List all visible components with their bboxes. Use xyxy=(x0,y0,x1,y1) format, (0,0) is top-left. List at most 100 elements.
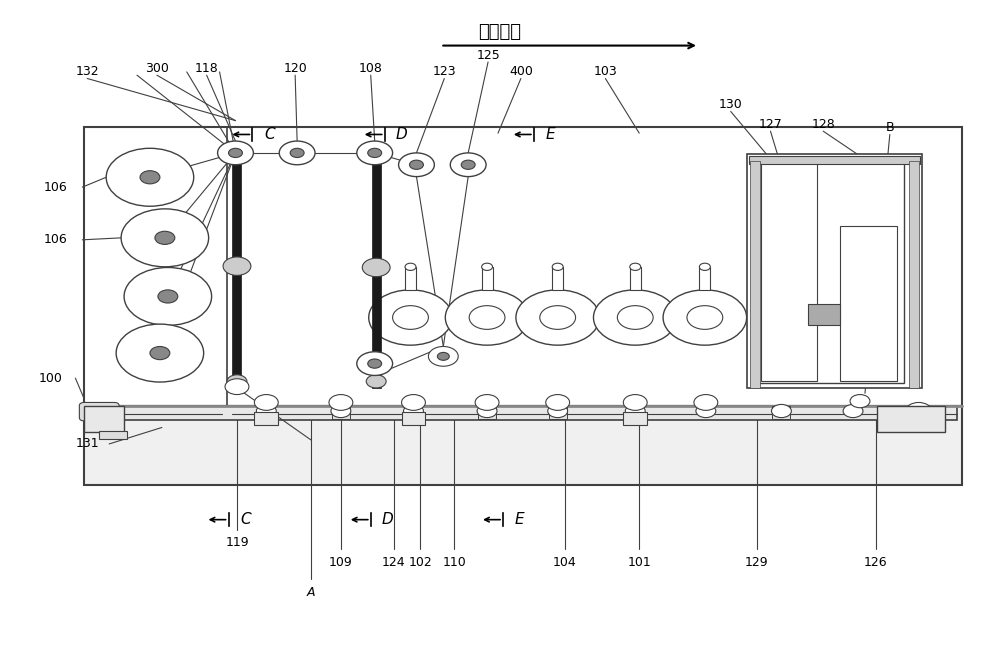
Circle shape xyxy=(140,171,160,184)
Circle shape xyxy=(357,141,393,165)
Text: D: D xyxy=(396,127,407,142)
Bar xyxy=(750,161,760,388)
Bar xyxy=(254,412,278,426)
Bar xyxy=(84,406,124,432)
Circle shape xyxy=(617,305,653,329)
Circle shape xyxy=(106,148,194,207)
Bar xyxy=(749,156,920,164)
Bar xyxy=(808,304,840,325)
Bar xyxy=(623,412,647,426)
Circle shape xyxy=(477,404,497,418)
Text: 131: 131 xyxy=(75,438,99,450)
Text: 127: 127 xyxy=(759,118,782,131)
Circle shape xyxy=(461,160,475,169)
Circle shape xyxy=(158,290,178,303)
Bar xyxy=(84,127,962,406)
Circle shape xyxy=(908,404,928,418)
Circle shape xyxy=(482,263,493,270)
Circle shape xyxy=(329,394,353,410)
Bar xyxy=(84,406,962,485)
Circle shape xyxy=(150,347,170,360)
Bar xyxy=(840,226,897,380)
Circle shape xyxy=(399,153,434,177)
Circle shape xyxy=(546,394,570,410)
Text: 110: 110 xyxy=(442,556,466,569)
Circle shape xyxy=(402,394,425,410)
Text: 130: 130 xyxy=(719,98,743,112)
Bar xyxy=(332,406,350,419)
Circle shape xyxy=(357,352,393,375)
Text: 123: 123 xyxy=(432,66,456,78)
Bar xyxy=(699,267,710,290)
Text: C: C xyxy=(240,512,251,527)
Bar xyxy=(478,406,496,419)
Bar xyxy=(761,163,817,380)
Circle shape xyxy=(540,305,576,329)
Circle shape xyxy=(696,404,716,418)
Text: B: B xyxy=(886,122,894,134)
Circle shape xyxy=(155,231,175,244)
Text: 106: 106 xyxy=(44,233,67,246)
Text: 106: 106 xyxy=(44,181,67,194)
Bar xyxy=(402,412,425,426)
Circle shape xyxy=(331,404,351,418)
Circle shape xyxy=(445,290,529,345)
Circle shape xyxy=(227,374,247,388)
Circle shape xyxy=(437,353,449,361)
Bar xyxy=(772,406,790,419)
Circle shape xyxy=(475,394,499,410)
Circle shape xyxy=(663,290,747,345)
Bar xyxy=(99,431,127,439)
Circle shape xyxy=(124,268,212,325)
Circle shape xyxy=(552,263,563,270)
Text: 400: 400 xyxy=(509,66,533,78)
Bar xyxy=(549,406,567,419)
Circle shape xyxy=(469,305,505,329)
Text: 102: 102 xyxy=(409,556,432,569)
FancyBboxPatch shape xyxy=(79,402,119,421)
Circle shape xyxy=(771,404,791,418)
Text: 118: 118 xyxy=(195,62,219,75)
Text: A: A xyxy=(307,586,315,598)
Text: 128: 128 xyxy=(811,118,835,131)
Bar xyxy=(232,156,241,388)
Bar xyxy=(552,267,563,290)
Bar xyxy=(877,406,945,432)
Text: 108: 108 xyxy=(359,62,383,75)
Circle shape xyxy=(625,404,645,418)
Text: E: E xyxy=(515,512,525,527)
Circle shape xyxy=(516,290,599,345)
Circle shape xyxy=(548,404,568,418)
Text: E: E xyxy=(546,127,556,142)
Circle shape xyxy=(225,378,249,394)
Circle shape xyxy=(393,305,428,329)
Circle shape xyxy=(368,359,382,369)
Circle shape xyxy=(843,404,863,418)
Circle shape xyxy=(218,141,253,165)
Text: 输送方向: 输送方向 xyxy=(479,23,522,41)
Text: 101: 101 xyxy=(627,556,651,569)
Bar xyxy=(405,267,416,290)
Circle shape xyxy=(687,305,723,329)
Text: D: D xyxy=(382,512,394,527)
Circle shape xyxy=(256,404,276,418)
Bar xyxy=(89,406,957,420)
Circle shape xyxy=(116,324,204,382)
Text: 119: 119 xyxy=(226,537,249,549)
Circle shape xyxy=(699,263,710,270)
Text: 300: 300 xyxy=(145,62,169,75)
Circle shape xyxy=(410,160,423,169)
Text: 125: 125 xyxy=(476,49,500,62)
Circle shape xyxy=(906,402,932,420)
Circle shape xyxy=(362,258,390,277)
Circle shape xyxy=(229,148,242,157)
Bar xyxy=(909,161,919,388)
Bar xyxy=(747,154,922,388)
Bar xyxy=(630,267,641,290)
Circle shape xyxy=(630,263,641,270)
Bar xyxy=(482,267,493,290)
Bar xyxy=(372,156,381,388)
Circle shape xyxy=(404,404,423,418)
Text: 124: 124 xyxy=(382,556,405,569)
Circle shape xyxy=(121,209,209,267)
